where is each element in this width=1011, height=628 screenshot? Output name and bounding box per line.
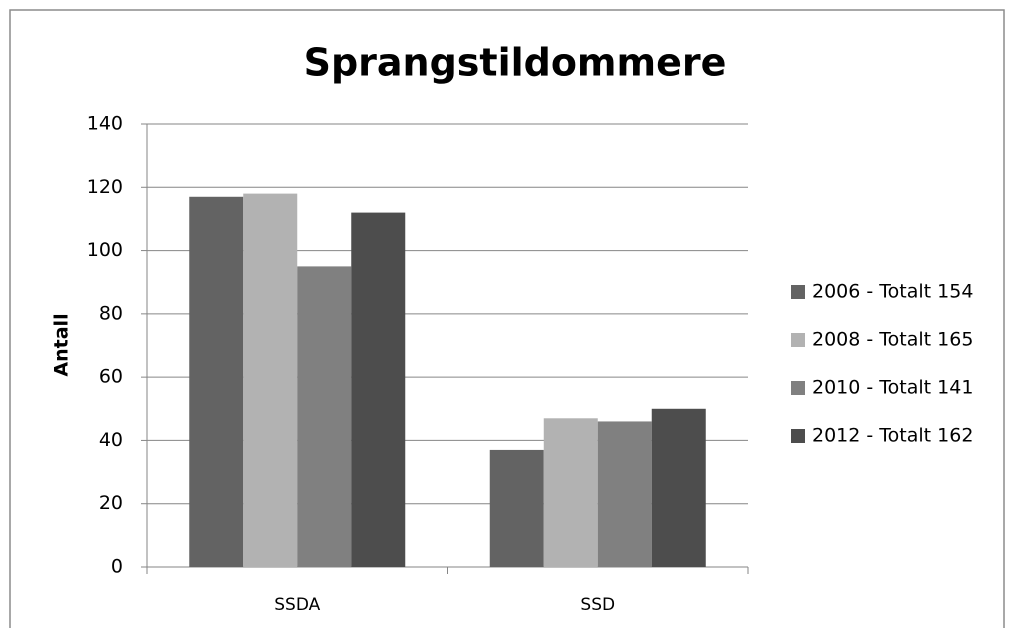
legend-label: 2010 - Totalt 141 xyxy=(812,377,973,399)
legend-label: 2008 - Totalt 165 xyxy=(812,329,973,351)
chart-title: Sprangstildommere xyxy=(304,41,727,85)
x-tick-label: SSD xyxy=(580,595,615,615)
legend-swatch xyxy=(791,381,805,395)
y-tick-label: 40 xyxy=(99,429,123,451)
bar xyxy=(189,196,244,567)
bar xyxy=(297,266,352,567)
y-axis-label: Antall xyxy=(51,313,73,376)
legend-label: 2012 - Totalt 162 xyxy=(812,425,973,447)
bar xyxy=(543,418,598,567)
bar xyxy=(597,421,652,567)
bar xyxy=(651,408,706,567)
legend-swatch xyxy=(791,429,805,443)
bar xyxy=(489,449,544,567)
legend-swatch xyxy=(791,285,805,299)
y-tick-label: 20 xyxy=(99,492,123,514)
y-tick-label: 60 xyxy=(99,366,123,388)
legend-swatch xyxy=(791,333,805,347)
y-tick-label: 0 xyxy=(111,556,123,578)
y-tick-label: 100 xyxy=(87,239,123,261)
y-tick-label: 120 xyxy=(87,176,123,198)
y-tick-label: 80 xyxy=(99,302,123,324)
bar xyxy=(351,212,406,567)
legend-label: 2006 - Totalt 154 xyxy=(812,281,973,303)
x-tick-label: SSDA xyxy=(274,595,320,615)
bar xyxy=(243,193,298,567)
y-tick-label: 140 xyxy=(87,113,123,135)
